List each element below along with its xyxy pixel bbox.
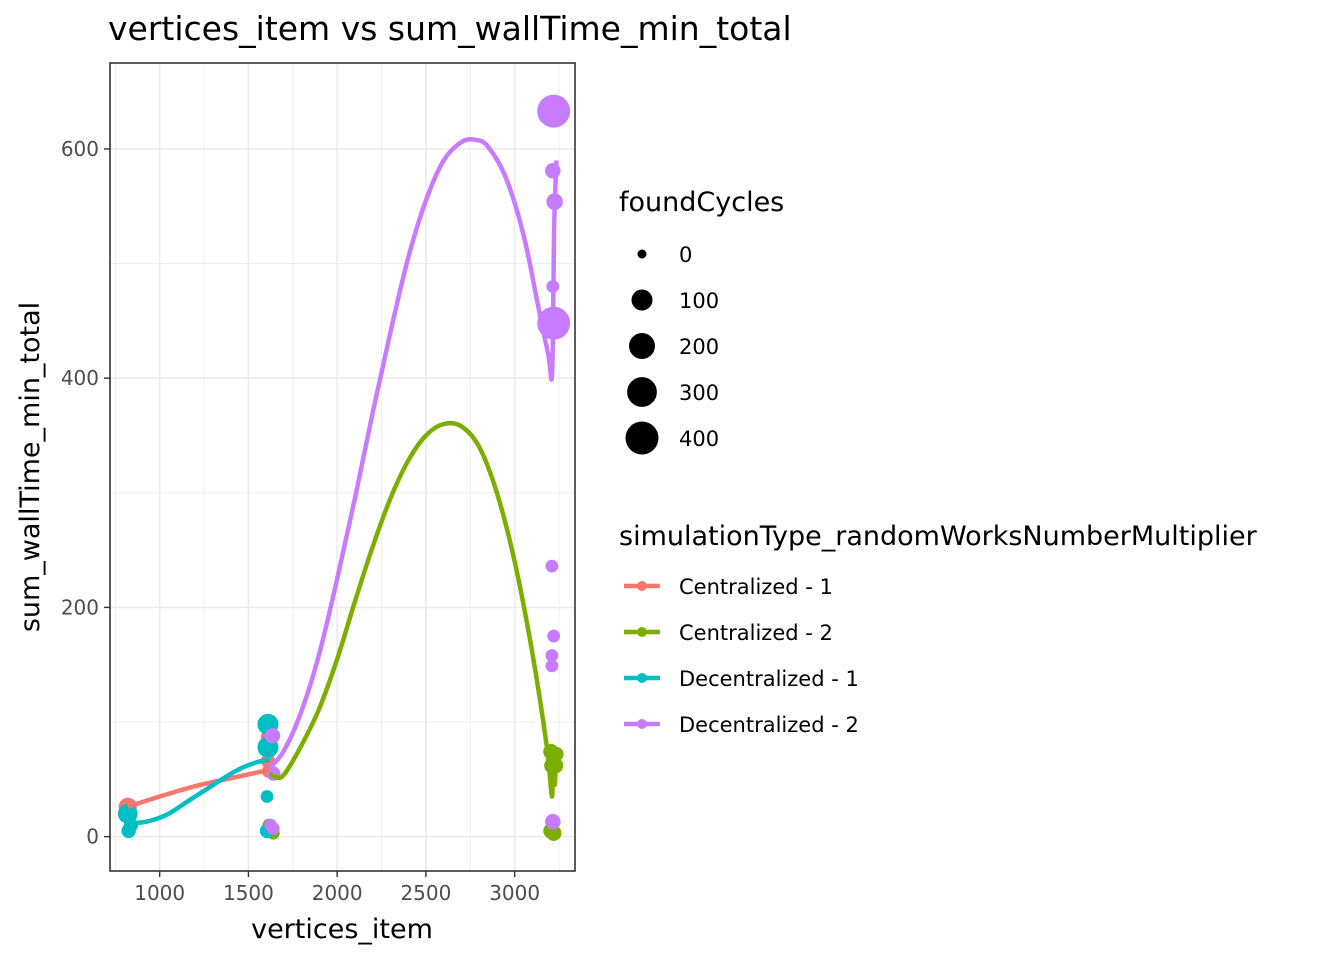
y-tick-label: 400 xyxy=(61,366,99,390)
data-point-series-4 xyxy=(264,727,281,744)
size-legend-label: 200 xyxy=(679,335,719,359)
y-tick-label: 0 xyxy=(86,825,99,849)
y-axis-title: sum_wallTime_min_total xyxy=(15,302,46,632)
chart-title: vertices_item vs sum_wallTime_min_total xyxy=(108,9,792,48)
size-legend-title: foundCycles xyxy=(619,187,784,218)
fit-lines xyxy=(126,137,559,826)
data-point-series-3 xyxy=(260,790,274,803)
data-point-series-2 xyxy=(545,825,562,841)
data-point-series-4 xyxy=(545,659,559,673)
data-point-series-4 xyxy=(545,559,559,573)
color-legend-label: Centralized - 1 xyxy=(679,575,833,599)
x-tick-label: 1500 xyxy=(223,881,274,905)
size-legend-key xyxy=(629,333,655,359)
color-legend-label: Decentralized - 2 xyxy=(679,713,859,737)
fit-line-series-2 xyxy=(268,420,559,799)
color-legend-label: Centralized - 2 xyxy=(679,621,833,645)
color-legend-dot xyxy=(637,627,647,637)
color-legend-title: simulationType_randomWorksNumberMultipli… xyxy=(619,521,1258,552)
plot-panel xyxy=(110,63,575,871)
x-tick-label: 2000 xyxy=(312,881,363,905)
color-legend-dot xyxy=(637,719,647,729)
color-legend: simulationType_randomWorksNumberMultipli… xyxy=(619,521,1258,737)
x-axis-title: vertices_item xyxy=(251,914,433,945)
data-point-series-4 xyxy=(266,822,280,835)
size-legend-key xyxy=(637,249,647,259)
y-axis: 0 200 400 600 xyxy=(61,137,110,849)
y-tick-label: 200 xyxy=(61,595,99,619)
x-tick-label: 1000 xyxy=(134,881,185,905)
x-tick-label: 3000 xyxy=(489,881,540,905)
size-legend-label: 300 xyxy=(679,381,719,405)
data-point-series-4 xyxy=(545,649,559,662)
color-legend-dot xyxy=(637,581,647,591)
plot-border xyxy=(109,62,576,872)
size-legend-key xyxy=(627,377,657,407)
size-legend-label: 0 xyxy=(679,243,692,267)
size-legend-label: 400 xyxy=(679,427,719,451)
data-point-series-4 xyxy=(547,629,561,643)
fit-line-series-1 xyxy=(127,767,271,809)
color-legend-dot xyxy=(637,673,647,683)
fit-line-series-3 xyxy=(126,757,271,826)
size-legend-key xyxy=(625,421,659,455)
size-legend: foundCycles 0 100 200 300 400 xyxy=(619,187,784,455)
x-tick-label: 2500 xyxy=(400,881,451,905)
x-axis: 1000 1500 2000 2500 3000 xyxy=(134,871,540,905)
data-point-series-4 xyxy=(545,813,561,830)
fit-line-series-4 xyxy=(267,137,559,770)
color-legend-label: Decentralized - 1 xyxy=(679,667,859,691)
data-point-series-4 xyxy=(537,94,571,128)
size-legend-label: 100 xyxy=(679,289,719,313)
size-legend-key xyxy=(631,289,653,311)
y-tick-label: 600 xyxy=(61,137,99,161)
